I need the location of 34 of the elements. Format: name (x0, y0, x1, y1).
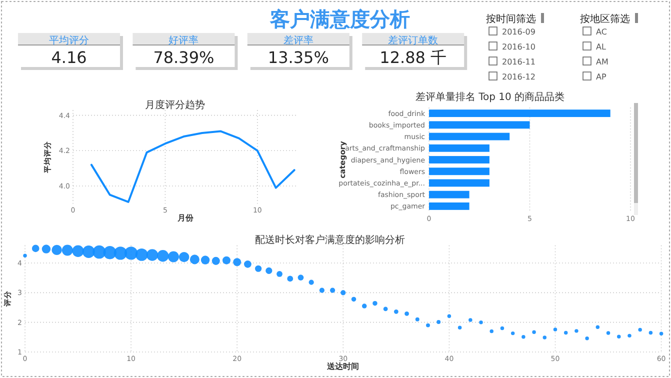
chart-title: 配送时长对客户满意度的影响分析 (255, 234, 405, 246)
x-axis-title: 月份 (176, 214, 194, 223)
data-label: 12.88 千 (380, 48, 447, 67)
bar (429, 202, 470, 210)
category-label: AM (596, 58, 608, 66)
category-label: 2016-10 (502, 42, 536, 52)
bar (429, 190, 470, 198)
bar (429, 156, 490, 164)
bar (429, 179, 490, 187)
data-label: 13.35% (268, 48, 329, 67)
category-label: AC (596, 28, 608, 36)
text: 客户满意度分析 (269, 7, 410, 31)
category-label: 差评订单数 (388, 34, 438, 46)
bar (429, 168, 490, 176)
category-label: 好评率 (168, 34, 199, 46)
category-label: AL (596, 42, 606, 52)
line-series (90, 130, 296, 203)
bar (429, 110, 610, 118)
category-label: 平均评分 (49, 34, 89, 46)
bar (429, 144, 490, 152)
category-label: 2016-11 (502, 58, 536, 66)
bar (429, 121, 530, 129)
chart-title: 月度评分趋势 (145, 99, 205, 111)
bar (429, 132, 510, 140)
data-label: 78.39% (153, 48, 214, 67)
data-label: 4.16 (51, 48, 87, 67)
category-label: 差评率 (283, 34, 314, 46)
x-axis-title: 送达时间 (326, 362, 360, 371)
text: 按地区筛选 (580, 13, 630, 25)
text: 按时间筛选 (486, 13, 536, 25)
chart-title: 差评单量排名 Top 10 的商品品类 (415, 91, 565, 103)
category-label: AP (596, 72, 606, 82)
category-label: 2016-12 (502, 72, 536, 82)
category-label: 2016-09 (502, 28, 536, 36)
